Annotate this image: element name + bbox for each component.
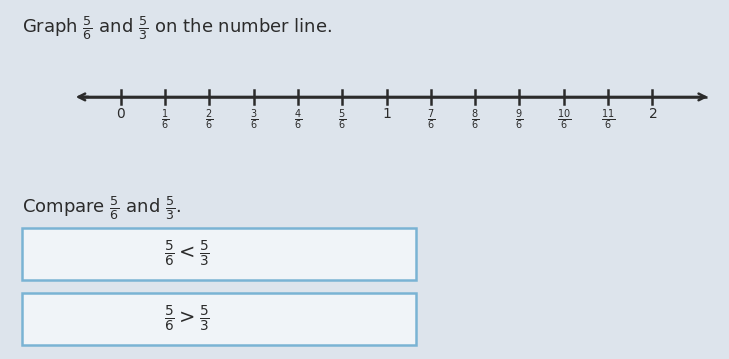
Text: $\frac{11}{6}$: $\frac{11}{6}$	[601, 107, 615, 132]
Text: $\frac{5}{6} > \frac{5}{3}$: $\frac{5}{6} > \frac{5}{3}$	[164, 304, 210, 334]
Text: $\frac{1}{6}$: $\frac{1}{6}$	[161, 107, 169, 132]
Text: Compare $\frac{5}{6}$ and $\frac{5}{3}$.: Compare $\frac{5}{6}$ and $\frac{5}{3}$.	[22, 194, 182, 222]
FancyBboxPatch shape	[22, 293, 416, 345]
Text: $\frac{10}{6}$: $\frac{10}{6}$	[556, 107, 571, 132]
Text: $1$: $1$	[382, 107, 391, 121]
FancyBboxPatch shape	[22, 228, 416, 280]
Text: $2$: $2$	[647, 107, 657, 121]
Text: $\frac{4}{6}$: $\frac{4}{6}$	[294, 107, 302, 132]
Text: $\frac{5}{6} < \frac{5}{3}$: $\frac{5}{6} < \frac{5}{3}$	[164, 239, 210, 269]
Text: $\frac{5}{6}$: $\frac{5}{6}$	[338, 107, 346, 132]
Text: $\frac{3}{6}$: $\frac{3}{6}$	[249, 107, 258, 132]
Text: Graph $\frac{5}{6}$ and $\frac{5}{3}$ on the number line.: Graph $\frac{5}{6}$ and $\frac{5}{3}$ on…	[22, 14, 332, 42]
Text: $\frac{7}{6}$: $\frac{7}{6}$	[426, 107, 435, 132]
Text: $\frac{8}{6}$: $\frac{8}{6}$	[471, 107, 479, 132]
Text: $0$: $0$	[116, 107, 125, 121]
Text: $\frac{2}{6}$: $\frac{2}{6}$	[206, 107, 214, 132]
Text: $\frac{9}{6}$: $\frac{9}{6}$	[515, 107, 523, 132]
